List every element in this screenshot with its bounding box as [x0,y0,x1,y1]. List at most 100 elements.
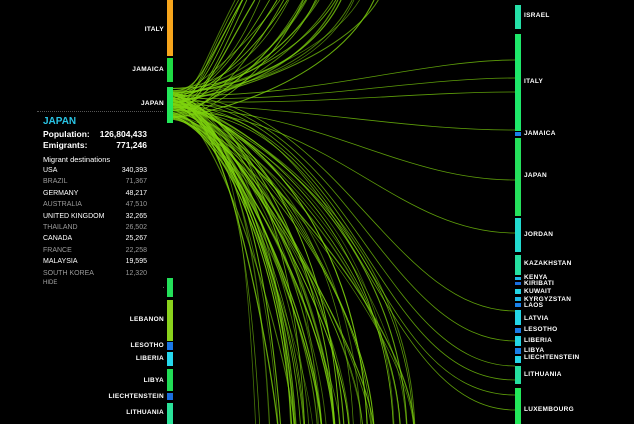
panel-country-title: JAPAN [43,116,77,127]
origin-bar-libya[interactable] [167,369,173,391]
destination-label-lesotho[interactable]: LESOTHO [524,326,558,333]
flow-line [172,59,516,96]
destination-bar-italy[interactable] [515,34,521,131]
destination-value: 26,502 [125,224,147,231]
destination-label-laos[interactable]: LAOS [524,302,544,309]
destination-name: CANADA [43,235,73,243]
flow-line [172,0,281,99]
destination-label-kazakhstan[interactable]: KAZAKHSTAN [524,260,572,267]
flow-line [172,106,516,381]
destination-name: GERMANY [43,189,79,197]
flow-line [172,111,335,424]
destination-bar-israel[interactable] [515,5,521,29]
flow-line [172,97,516,342]
origin-label-jamaica[interactable]: JAMAICA [132,66,164,73]
flow-line [172,109,516,396]
origin-bar-latvia[interactable] [167,278,173,297]
flow-line [172,0,236,94]
origin-bar-lesotho[interactable] [167,342,173,350]
flow-line [172,114,415,424]
origin-label-liberia[interactable]: LIBERIA [135,355,164,362]
destination-bar-liechtenstein[interactable] [515,356,521,363]
flow-line [172,100,516,367]
emigrants-value: 771,246 [116,140,147,150]
destination-value: 48,217 [125,189,147,197]
population-value: 126,804,433 [99,129,147,139]
destination-name: FRANCE [43,246,72,254]
destination-bar-luxembourg[interactable] [515,388,521,424]
destination-row: SOUTH KOREA 12,320 [43,270,147,281]
destination-label-liberia[interactable]: LIBERIA [524,337,553,344]
flow-line [172,107,350,424]
destination-label-liechtenstein[interactable]: LIECHTENSTEIN [524,354,580,361]
destination-value: 22,258 [125,246,147,254]
destination-row: GERMANY 48,217 [43,190,147,201]
origin-label-lebanon[interactable]: LEBANON [129,316,164,323]
origin-bar-jamaica[interactable] [167,58,173,82]
destination-bar-kyrgyzstan[interactable] [515,297,521,301]
origin-bar-japan[interactable] [167,87,173,123]
destination-label-libya[interactable]: LIBYA [524,347,545,354]
destination-row: CANADA 25,267 [43,235,147,246]
origin-label-liechtenstein[interactable]: LIECHTENSTEIN [108,393,164,400]
destination-row: USA 340,393 [43,167,147,178]
destination-bar-kazakhstan[interactable] [515,255,521,275]
origin-bar-liechtenstein[interactable] [167,393,173,400]
destination-bar-kiribati[interactable] [515,282,521,285]
destination-row: MALAYSIA 19,595 [43,258,147,269]
destination-bar-latvia[interactable] [515,310,521,325]
flow-line [172,104,374,424]
flow-line [172,108,296,424]
origin-bar-lithuania[interactable] [167,403,173,424]
origin-label-japan[interactable]: JAPAN [140,100,164,107]
emigrants-label: Emigrants: [43,140,88,150]
destination-label-latvia[interactable]: LATVIA [524,315,549,322]
destination-bar-jamaica[interactable] [515,132,521,136]
flow-line [172,112,395,424]
destination-name: AUSTRALIA [43,201,82,209]
flow-line [172,101,323,424]
destination-row: AUSTRALIA 47,510 [43,201,147,212]
destination-label-jordan[interactable]: JORDAN [524,231,554,238]
destination-label-lithuania[interactable]: LITHUANIA [524,371,562,378]
destination-row: THAILAND 26,502 [43,224,147,235]
origin-bar-lebanon[interactable] [167,300,173,341]
origin-label-lesotho[interactable]: LESOTHO [130,342,164,349]
origin-label-italy[interactable]: ITALY [144,26,164,33]
destination-bar-lithuania[interactable] [515,366,521,384]
origin-bar-italy[interactable] [167,0,173,56]
origin-bar-liberia[interactable] [167,352,173,366]
destination-label-kuwait[interactable]: KUWAIT [524,288,552,295]
destination-label-kyrgyzstan[interactable]: KYRGYZSTAN [524,296,572,303]
destination-label-luxembourg[interactable]: LUXEMBOURG [524,406,574,413]
destination-label-italy[interactable]: ITALY [524,78,544,85]
flow-line [172,117,293,424]
destination-value: 71,367 [125,178,147,186]
destination-name: MALAYSIA [43,258,78,266]
destination-label-jamaica[interactable]: JAMAICA [524,130,556,137]
destination-label-japan[interactable]: JAPAN [524,172,548,179]
origin-label-libya[interactable]: LIBYA [143,377,164,384]
destination-bar-kuwait[interactable] [515,289,521,294]
destination-bar-laos[interactable] [515,303,521,307]
destination-bar-lesotho[interactable] [515,328,521,333]
hide-panel-button[interactable]: HIDE [43,280,58,286]
origin-label-lithuania[interactable]: LITHUANIA [126,409,164,416]
destination-bar-jordan[interactable] [515,218,521,252]
destination-label-israel[interactable]: ISRAEL [524,12,550,19]
destination-row: BRAZIL 71,367 [43,178,147,189]
destination-bar-libya[interactable] [515,348,521,354]
flow-line [172,92,336,424]
flow-line [172,102,271,424]
flow-line [172,91,516,103]
destination-bar-liberia[interactable] [515,336,521,346]
destination-name: UNITED KINGDOM [43,212,105,220]
destination-label-kenya[interactable]: KENYA [524,274,548,281]
destination-bar-japan[interactable] [515,138,521,216]
flow-line [172,94,516,312]
destination-value: 25,267 [125,235,147,243]
destination-bar-kenya[interactable] [515,277,521,280]
destination-label-kiribati[interactable]: KIRIBATI [524,280,555,287]
flow-line [172,104,256,424]
flow-line [172,0,261,101]
